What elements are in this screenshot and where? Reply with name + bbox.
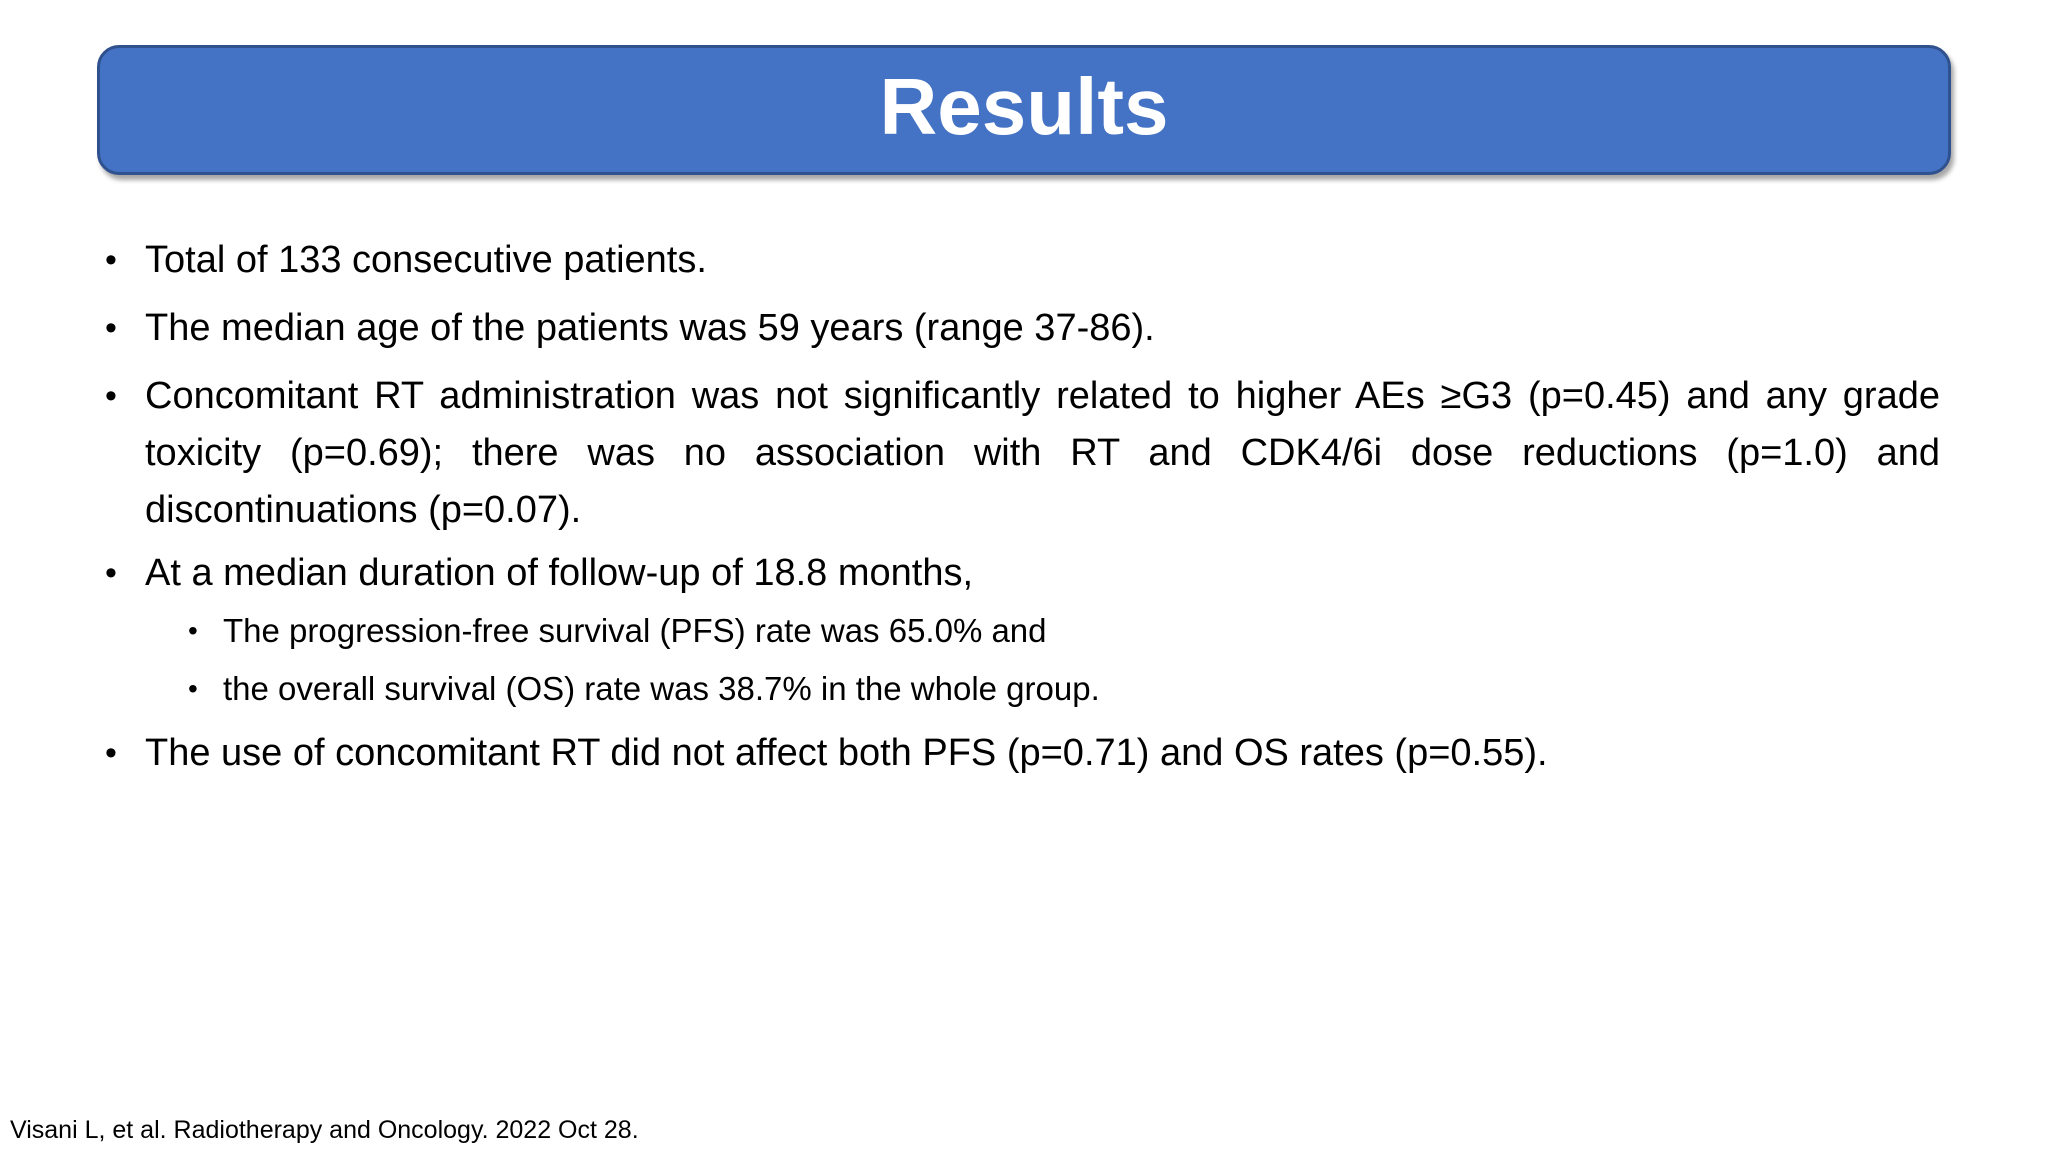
list-item: • Total of 133 consecutive patients. [105,232,1940,289]
citation-footer: Visani L, et al. Radiotherapy and Oncolo… [10,1116,639,1144]
bullet-text: The use of concomitant RT did not affect… [145,732,1548,774]
bullet-icon: • [188,615,198,646]
bullet-text: Total of 133 consecutive patients. [145,239,707,281]
bullet-icon: • [105,309,117,347]
title-banner: Results [97,45,1951,175]
list-item: • The median age of the patients was 59 … [105,300,1940,357]
bullet-icon: • [105,734,117,772]
bullet-text: Concomitant RT administration was not si… [145,375,1940,531]
list-item: • The use of concomitant RT did not affe… [105,725,1940,782]
bullet-list: • Total of 133 consecutive patients. • T… [105,232,1940,793]
bullet-text: the overall survival (OS) rate was 38.7%… [223,670,1100,707]
list-item-sub: • The progression-free survival (PFS) ra… [188,606,1940,656]
bullet-text: At a median duration of follow-up of 18.… [145,552,974,594]
bullet-icon: • [105,377,117,415]
list-item: • At a median duration of follow-up of 1… [105,545,1940,602]
list-item: • Concomitant RT administration was not … [105,368,1940,539]
page-title: Results [879,62,1169,151]
bullet-icon: • [105,554,117,592]
bullet-icon: • [188,673,198,704]
list-item-sub: • the overall survival (OS) rate was 38.… [188,664,1940,714]
bullet-text: The progression-free survival (PFS) rate… [223,612,1047,649]
bullet-icon: • [105,241,117,279]
bullet-text: The median age of the patients was 59 ye… [145,307,1155,349]
